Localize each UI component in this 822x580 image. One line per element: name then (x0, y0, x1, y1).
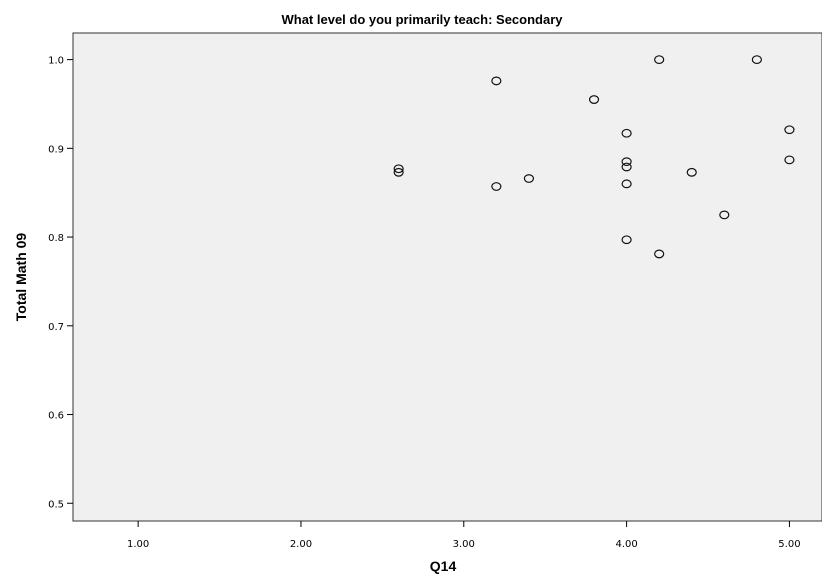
data-point (491, 76, 502, 86)
x-tick-label: 4.00 (615, 539, 637, 550)
data-point (393, 167, 404, 177)
data-point (654, 249, 665, 259)
y-tick-label: 0.5 (48, 499, 64, 510)
x-axis-label: Q14 (430, 558, 457, 574)
data-point (621, 162, 632, 172)
y-tick-label: 1.0 (48, 56, 64, 67)
x-tick-label: 2.00 (290, 539, 312, 550)
plot-area (72, 32, 822, 522)
y-axis-label: Total Math 09 (13, 233, 29, 322)
x-tick-label: 3.00 (453, 539, 475, 550)
data-point (491, 182, 502, 191)
y-tick-label: 0.9 (48, 144, 64, 155)
data-point (751, 55, 762, 65)
x-tick-label: 5.00 (778, 539, 800, 550)
y-tick-label: 0.8 (48, 233, 64, 244)
data-point (719, 210, 730, 220)
y-axis: 0.5 0.6 0.7 0.8 0.9 1.0 (48, 56, 73, 510)
data-point (784, 155, 795, 165)
data-point (523, 174, 535, 183)
data-point (621, 157, 632, 167)
data-point (588, 95, 600, 104)
x-tick-label: 1.00 (127, 539, 149, 550)
y-tick-label: 0.6 (48, 411, 64, 422)
x-axis: 1.00 2.00 3.00 4.00 5.00 (127, 521, 801, 550)
data-point (621, 235, 632, 245)
chart-title: What level do you primarily teach: Secon… (281, 12, 563, 27)
data-points (393, 55, 795, 259)
data-point (621, 179, 632, 189)
data-point (393, 164, 404, 174)
data-point (654, 55, 665, 65)
data-point (686, 167, 697, 177)
data-point (784, 125, 795, 135)
data-point (621, 128, 632, 138)
y-tick-label: 0.7 (48, 322, 64, 333)
